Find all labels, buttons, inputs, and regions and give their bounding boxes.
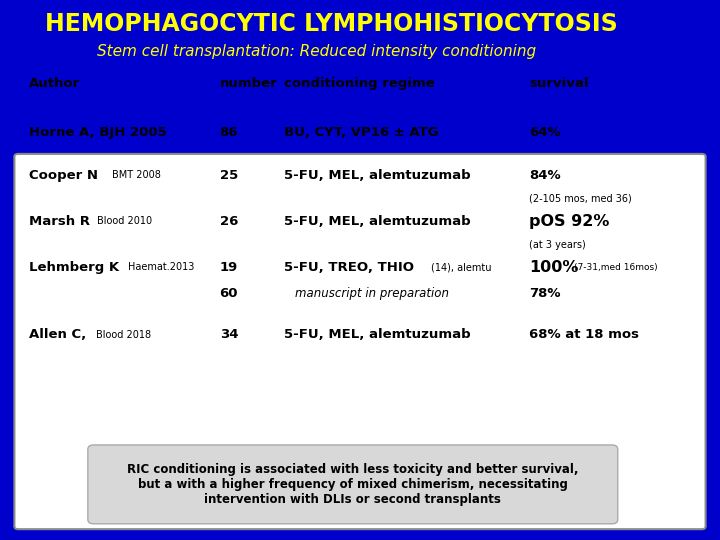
Text: Stem cell transplantation: Reduced intensity conditioning: Stem cell transplantation: Reduced inten… [97, 44, 536, 59]
Text: 5-FU, MEL, alemtuzumab: 5-FU, MEL, alemtuzumab [284, 215, 471, 228]
Text: RIC conditioning is associated with less toxicity and better survival,
but a wit: RIC conditioning is associated with less… [127, 463, 579, 506]
Text: 78%: 78% [529, 287, 561, 300]
Text: 26: 26 [220, 215, 238, 228]
Text: Author: Author [29, 77, 80, 90]
Text: (14), alemtu: (14), alemtu [431, 262, 491, 272]
Text: Blood 2010: Blood 2010 [97, 217, 153, 226]
Text: Haemat.2013: Haemat.2013 [128, 262, 194, 272]
Text: manuscript in preparation: manuscript in preparation [295, 287, 449, 300]
Text: Cooper N: Cooper N [29, 169, 98, 182]
Text: (2-105 mos, med 36): (2-105 mos, med 36) [529, 193, 632, 203]
Text: 5-FU, MEL, alemtuzumab: 5-FU, MEL, alemtuzumab [284, 169, 471, 182]
Text: Blood 2018: Blood 2018 [96, 330, 151, 340]
Text: 86: 86 [220, 126, 238, 139]
Text: 5-FU, TREO, THIO: 5-FU, TREO, THIO [284, 261, 415, 274]
Text: BU, CYT, VP16 ± ATG: BU, CYT, VP16 ± ATG [284, 126, 439, 139]
Text: conditioning regime: conditioning regime [284, 77, 435, 90]
FancyBboxPatch shape [88, 445, 618, 524]
Text: Horne A, BJH 2005: Horne A, BJH 2005 [29, 126, 166, 139]
Text: 100%: 100% [529, 260, 579, 275]
Text: Allen C,: Allen C, [29, 328, 86, 341]
Text: 25: 25 [220, 169, 238, 182]
Text: number: number [220, 77, 277, 90]
Text: 68% at 18 mos: 68% at 18 mos [529, 328, 639, 341]
Text: Marsh R: Marsh R [29, 215, 90, 228]
Text: (7-31,med 16mos): (7-31,med 16mos) [574, 263, 657, 272]
Text: 60: 60 [220, 287, 238, 300]
FancyBboxPatch shape [14, 154, 706, 529]
Text: HEMOPHAGOCYTIC LYMPHOHISTIOCYTOSIS: HEMOPHAGOCYTIC LYMPHOHISTIOCYTOSIS [45, 12, 618, 36]
Text: Lehmberg K: Lehmberg K [29, 261, 119, 274]
Text: 19: 19 [220, 261, 238, 274]
Text: pOS 92%: pOS 92% [529, 214, 610, 229]
Text: 34: 34 [220, 328, 238, 341]
Text: 64%: 64% [529, 126, 561, 139]
Text: (at 3 years): (at 3 years) [529, 240, 586, 249]
Text: survival: survival [529, 77, 589, 90]
Text: 84%: 84% [529, 169, 561, 182]
Text: BMT 2008: BMT 2008 [112, 171, 161, 180]
Text: 5-FU, MEL, alemtuzumab: 5-FU, MEL, alemtuzumab [284, 328, 471, 341]
